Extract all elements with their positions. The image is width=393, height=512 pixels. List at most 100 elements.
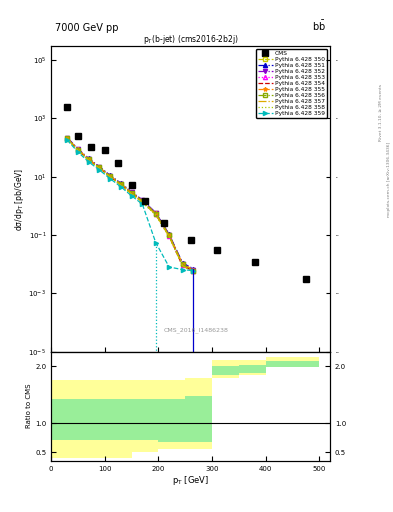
Pythia 6.428 350 [119,181,123,187]
Line: Pythia 6.428 354: Pythia 6.428 354 [67,138,193,271]
Pythia 6.428 357 [167,233,171,240]
Line: Pythia 6.428 357: Pythia 6.428 357 [67,139,193,271]
Pythia 6.428 355 [153,210,158,217]
CMS [304,276,309,283]
Pythia 6.428 354 [119,182,123,188]
Pythia 6.428 354 [180,263,185,269]
Title: p$_\mathrm{T}$(b-jet) (cms2016-2b2j): p$_\mathrm{T}$(b-jet) (cms2016-2b2j) [143,33,239,46]
Pythia 6.428 355 [75,146,80,153]
Pythia 6.428 355 [140,198,145,204]
Pythia 6.428 356 [119,181,123,187]
Pythia 6.428 356 [86,156,91,162]
Pythia 6.428 352 [86,156,91,162]
Pythia 6.428 352 [119,181,123,187]
Pythia 6.428 351 [191,266,196,272]
Pythia 6.428 352 [191,267,196,273]
Pythia 6.428 356 [191,268,196,274]
Line: Pythia 6.428 359: Pythia 6.428 359 [65,138,195,273]
Pythia 6.428 351 [153,209,158,216]
Pythia 6.428 355 [167,232,171,238]
CMS [75,133,80,139]
Pythia 6.428 351 [86,156,91,162]
Pythia 6.428 351 [140,197,145,203]
Pythia 6.428 353 [191,268,196,274]
Pythia 6.428 357 [75,147,80,154]
Pythia 6.428 354 [86,157,91,163]
Pythia 6.428 353 [180,263,185,269]
Pythia 6.428 359 [119,184,123,190]
Line: Pythia 6.428 353: Pythia 6.428 353 [65,136,195,273]
Pythia 6.428 358 [180,263,185,269]
Pythia 6.428 354 [140,199,145,205]
Pythia 6.428 351 [167,231,171,238]
Pythia 6.428 351 [119,180,123,186]
Pythia 6.428 356 [140,198,145,204]
Pythia 6.428 353 [119,181,123,187]
Pythia 6.428 350 [180,261,185,267]
Pythia 6.428 356 [97,164,102,170]
Pythia 6.428 358 [167,234,171,240]
Pythia 6.428 356 [129,190,134,196]
Pythia 6.428 358 [108,174,112,180]
Line: Pythia 6.428 356: Pythia 6.428 356 [65,136,195,273]
Pythia 6.428 352 [108,173,112,179]
Pythia 6.428 357 [108,174,112,180]
Line: Pythia 6.428 358: Pythia 6.428 358 [67,139,193,272]
Pythia 6.428 350 [153,210,158,217]
X-axis label: p$_\mathrm{T}$ [GeV]: p$_\mathrm{T}$ [GeV] [172,475,209,487]
Pythia 6.428 357 [140,199,145,205]
Pythia 6.428 359 [65,137,70,143]
Pythia 6.428 355 [86,156,91,162]
Pythia 6.428 354 [191,268,196,274]
Pythia 6.428 357 [180,263,185,269]
Pythia 6.428 354 [108,174,112,180]
CMS [89,144,94,151]
Pythia 6.428 356 [108,173,112,179]
CMS [116,160,121,166]
Pythia 6.428 353 [108,173,112,179]
Pythia 6.428 356 [180,261,185,267]
Line: Pythia 6.428 352: Pythia 6.428 352 [65,136,195,272]
Pythia 6.428 353 [86,156,91,162]
Pythia 6.428 358 [86,157,91,163]
Pythia 6.428 351 [180,260,185,266]
Pythia 6.428 353 [129,190,134,196]
Y-axis label: dσ/dp$_\mathrm{T}$ [pb/GeV]: dσ/dp$_\mathrm{T}$ [pb/GeV] [13,167,26,230]
Pythia 6.428 355 [97,164,102,170]
Pythia 6.428 350 [191,268,196,274]
Text: b$\bar{\mathrm{b}}$: b$\bar{\mathrm{b}}$ [312,19,326,33]
Pythia 6.428 352 [65,135,70,141]
CMS [129,182,134,188]
Pythia 6.428 353 [97,164,102,170]
Pythia 6.428 358 [153,212,158,218]
Pythia 6.428 354 [167,233,171,239]
Pythia 6.428 354 [153,211,158,218]
Pythia 6.428 355 [191,267,196,273]
Pythia 6.428 351 [97,164,102,170]
Pythia 6.428 358 [65,136,70,142]
Pythia 6.428 351 [75,146,80,152]
Text: 7000 GeV pp: 7000 GeV pp [55,23,119,33]
CMS [65,103,70,110]
Pythia 6.428 356 [65,135,70,141]
Pythia 6.428 358 [191,269,196,275]
Pythia 6.428 350 [108,174,112,180]
Pythia 6.428 351 [65,135,70,141]
Pythia 6.428 353 [75,146,80,153]
Pythia 6.428 352 [153,210,158,216]
Pythia 6.428 358 [140,199,145,205]
Pythia 6.428 354 [129,190,134,197]
Pythia 6.428 352 [167,231,171,238]
Pythia 6.428 358 [129,191,134,197]
CMS [103,147,107,154]
CMS [143,198,147,204]
Pythia 6.428 352 [75,146,80,152]
Line: Pythia 6.428 355: Pythia 6.428 355 [65,136,195,272]
Pythia 6.428 357 [129,190,134,197]
Pythia 6.428 355 [65,135,70,141]
Pythia 6.428 358 [119,182,123,188]
Pythia 6.428 359 [108,176,112,182]
Pythia 6.428 353 [65,135,70,141]
Pythia 6.428 355 [119,181,123,187]
Pythia 6.428 352 [140,197,145,203]
